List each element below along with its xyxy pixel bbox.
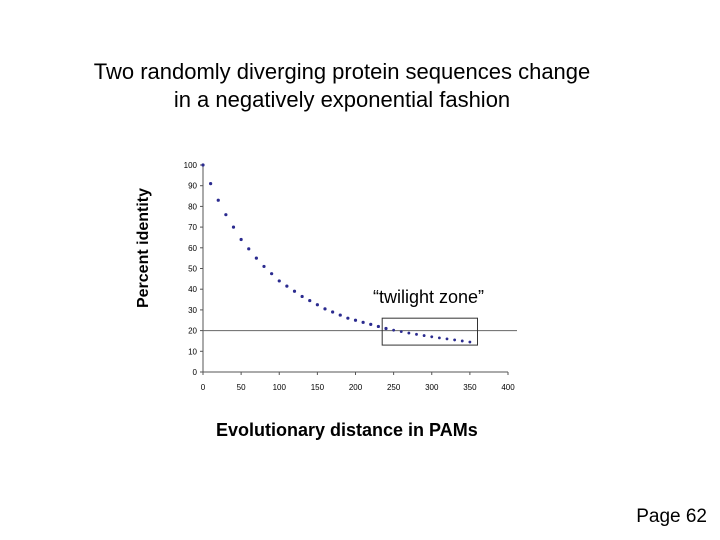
data-point xyxy=(254,256,258,260)
data-point xyxy=(361,320,365,324)
data-point xyxy=(407,331,411,335)
y-tick-label: 100 xyxy=(184,161,198,170)
data-point xyxy=(468,340,472,344)
data-point xyxy=(338,313,342,317)
data-point xyxy=(300,294,304,299)
x-tick-label: 350 xyxy=(463,383,477,392)
y-tick-label: 60 xyxy=(188,244,197,253)
title-line-1: Two randomly diverging protein sequences… xyxy=(93,59,591,84)
chart-axes: 0 10 20 30 40 50 60 70 80 90 100 0 50 100 150 200 250 300… xyxy=(184,161,516,392)
y-tick-label: 0 xyxy=(193,368,198,377)
data-point xyxy=(308,298,312,303)
data-point xyxy=(331,310,335,314)
data-point xyxy=(285,284,289,288)
data-point xyxy=(430,335,434,339)
data-point xyxy=(460,339,464,343)
x-tick-label: 300 xyxy=(425,383,439,392)
data-point xyxy=(239,237,243,242)
data-points xyxy=(201,163,472,344)
data-point xyxy=(209,182,213,186)
x-tick-label: 0 xyxy=(201,383,206,392)
x-tick-label: 50 xyxy=(237,383,246,392)
data-point xyxy=(346,316,350,320)
x-tick-label: 250 xyxy=(387,383,401,392)
y-tick-label: 30 xyxy=(188,306,197,315)
page-number: Page 62 xyxy=(636,506,707,527)
data-point xyxy=(369,322,373,326)
x-tick-label: 150 xyxy=(311,383,325,392)
data-point xyxy=(201,163,205,167)
y-tick-label: 80 xyxy=(188,202,197,211)
data-point xyxy=(231,225,236,229)
data-point xyxy=(292,289,297,293)
y-axis-label: Percent identity xyxy=(135,187,152,309)
data-point xyxy=(415,332,418,336)
data-point xyxy=(399,330,403,334)
data-point xyxy=(262,264,266,269)
y-tick-label: 40 xyxy=(188,285,197,294)
x-axis-label: Evolutionary distance in PAMs xyxy=(216,420,478,440)
data-point xyxy=(437,336,441,340)
x-tick-label: 100 xyxy=(273,383,287,392)
twilight-zone-label: “twilight zone” xyxy=(373,287,485,307)
data-point xyxy=(277,279,281,283)
y-tick-label: 70 xyxy=(188,223,197,232)
twilight-zone-box-group xyxy=(381,317,478,346)
data-point xyxy=(216,198,220,202)
data-point xyxy=(453,338,457,342)
data-point xyxy=(384,326,388,331)
x-tick-label: 200 xyxy=(349,383,363,392)
data-point xyxy=(392,328,396,332)
data-point xyxy=(353,318,358,322)
data-point xyxy=(323,307,327,311)
data-point xyxy=(376,324,380,329)
x-tick-label: 400 xyxy=(501,383,515,392)
data-point xyxy=(315,303,319,307)
y-tick-label: 50 xyxy=(188,265,197,274)
y-tick-label: 90 xyxy=(188,182,197,191)
chart-title: Two randomly diverging protein sequences… xyxy=(0,58,684,114)
data-point xyxy=(247,247,251,251)
data-point xyxy=(445,337,449,341)
data-point xyxy=(270,272,274,276)
y-tick-label: 10 xyxy=(188,347,197,356)
twilight-zone-box xyxy=(381,317,478,346)
data-point xyxy=(224,213,228,217)
data-point xyxy=(422,334,426,337)
y-tick-label: 20 xyxy=(188,327,197,336)
title-line-2: in a negatively exponential fashion xyxy=(173,87,511,112)
